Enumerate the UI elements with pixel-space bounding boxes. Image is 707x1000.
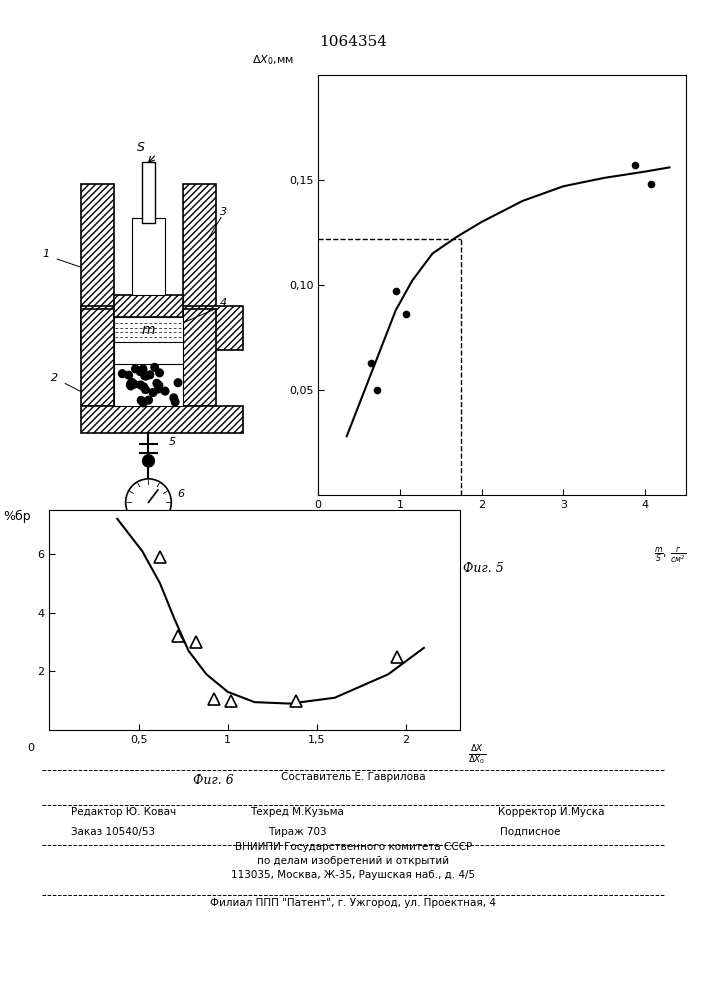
Text: m: m [141, 323, 156, 337]
Circle shape [155, 381, 163, 389]
Bar [142, 162, 156, 223]
Text: 2: 2 [51, 373, 58, 383]
Circle shape [127, 381, 134, 388]
Text: 1064354: 1064354 [320, 35, 387, 49]
Text: Составитель Е. Гаврилова: Составитель Е. Гаврилова [281, 772, 426, 782]
Circle shape [145, 396, 152, 404]
Circle shape [161, 387, 169, 395]
Circle shape [174, 379, 182, 387]
Circle shape [139, 399, 147, 407]
Text: Тираж 703: Тираж 703 [268, 827, 326, 837]
Text: $\Delta X_0$,мм: $\Delta X_0$,мм [252, 53, 294, 67]
Text: S: S [136, 141, 144, 154]
Bar [114, 328, 183, 406]
Bar [114, 328, 183, 406]
Bar [183, 309, 216, 406]
Circle shape [142, 386, 149, 394]
Text: 4: 4 [220, 298, 227, 308]
Circle shape [146, 371, 153, 379]
Bar [81, 406, 243, 433]
Text: Подписное: Подписное [500, 827, 561, 837]
Text: 113035, Москва, Ж-35, Раушская наб., д. 4/5: 113035, Москва, Ж-35, Раушская наб., д. … [231, 870, 476, 880]
Bar [114, 295, 183, 317]
Circle shape [132, 365, 139, 373]
Bar [81, 306, 243, 350]
Circle shape [149, 389, 157, 396]
Circle shape [156, 369, 163, 377]
Text: Фиг. 6: Фиг. 6 [193, 774, 234, 787]
Circle shape [153, 379, 160, 387]
Text: ВНИИПИ Государственного комитета СССР: ВНИИПИ Государственного комитета СССР [235, 842, 472, 852]
Circle shape [143, 455, 154, 467]
Bar [132, 218, 165, 295]
Circle shape [151, 363, 158, 371]
Bar [81, 184, 114, 309]
Circle shape [140, 383, 148, 391]
Circle shape [126, 479, 171, 526]
Circle shape [170, 394, 177, 402]
Text: 3: 3 [220, 207, 227, 217]
Circle shape [137, 381, 144, 389]
Text: 5: 5 [169, 437, 176, 447]
Text: $\frac{m}{S}$, $\frac{г}{см^2}$: $\frac{m}{S}$, $\frac{г}{см^2}$ [653, 545, 686, 566]
Text: 0: 0 [28, 743, 35, 753]
Circle shape [119, 370, 126, 378]
Text: %бр: %бр [3, 510, 30, 523]
Circle shape [154, 385, 162, 393]
Text: Филиал ППП "Патент", г. Ужгород, ул. Проектная, 4: Филиал ППП "Патент", г. Ужгород, ул. Про… [211, 898, 496, 908]
Text: по делам изобретений и открытий: по делам изобретений и открытий [257, 856, 450, 866]
Text: Фиг. 4: Фиг. 4 [128, 563, 169, 576]
Circle shape [137, 396, 145, 404]
Circle shape [142, 372, 150, 380]
Text: 6: 6 [177, 489, 185, 499]
Text: Заказ 10540/53: Заказ 10540/53 [71, 827, 155, 837]
Circle shape [136, 368, 144, 375]
Text: Фиг. 5: Фиг. 5 [463, 562, 504, 575]
Bar [127, 522, 170, 531]
Circle shape [128, 378, 136, 386]
Circle shape [141, 372, 148, 380]
Text: 0: 0 [300, 512, 307, 522]
Text: Редактор Ю. Ковач: Редактор Ю. Ковач [71, 807, 176, 817]
Text: Техред М.Кузьма: Техред М.Кузьма [250, 807, 344, 817]
Text: 1: 1 [43, 249, 50, 259]
Circle shape [130, 380, 138, 388]
Bar [81, 309, 114, 406]
Bar [114, 317, 183, 342]
Circle shape [139, 365, 147, 373]
Text: $\frac{\Delta X}{\Delta X_0}$: $\frac{\Delta X}{\Delta X_0}$ [468, 743, 486, 767]
Circle shape [171, 398, 179, 406]
Text: Корректор И.Муска: Корректор И.Муска [498, 807, 604, 817]
Circle shape [127, 382, 134, 390]
Bar [183, 184, 216, 309]
Circle shape [125, 371, 132, 379]
